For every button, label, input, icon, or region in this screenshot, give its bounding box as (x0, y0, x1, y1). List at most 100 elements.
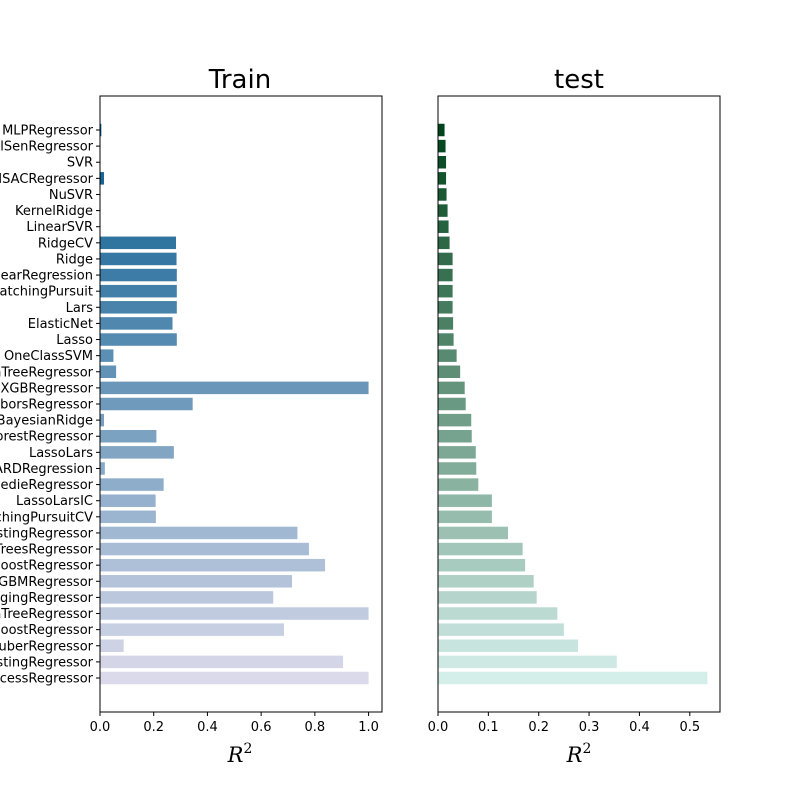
test-x-tick-label: 0.2 (528, 720, 549, 735)
train-y-tick-label: DecisionTreeRegressor (0, 365, 94, 380)
train-y-tick-label: GaussianProcessRegressor (0, 672, 94, 687)
train-y-tick-label: Lasso (56, 333, 93, 348)
test-bar (438, 575, 534, 588)
test-bar (438, 381, 465, 395)
test-bar (438, 462, 477, 475)
train-bar (100, 446, 174, 459)
train-bar (100, 284, 177, 298)
train-y-tick-label: HistGradientBoostingRegressor (0, 655, 94, 670)
test-bar (438, 204, 448, 217)
test-bar (438, 252, 453, 266)
train-y-tick-label: GradientBoostingRegressor (0, 526, 94, 541)
train-bar (100, 558, 326, 572)
test-bar (438, 671, 708, 685)
train-y-ticks: MLPRegressorTheilSenRegressorSVRRANSACRe… (0, 124, 100, 687)
test-bar (438, 526, 508, 540)
train-x-tick-label: 0.6 (251, 720, 272, 735)
train-bar (100, 671, 369, 685)
train-bar (100, 510, 156, 524)
train-y-tick-label: ExtraTreeRegressor (0, 607, 94, 622)
train-y-tick-label: AdaBoostRegressor (0, 559, 94, 574)
train-y-tick-label: RandomForestRegressor (0, 430, 94, 445)
test-bar (438, 397, 466, 411)
train-bar (100, 639, 124, 653)
train-bar (100, 301, 177, 314)
test-bar (438, 478, 479, 491)
train-y-tick-label: LinearRegression (0, 269, 93, 284)
test-x-tick-label: 0.3 (579, 720, 600, 735)
test-bar (438, 333, 454, 346)
train-y-tick-label: ElasticNet (28, 317, 93, 332)
train-y-tick-label: XGBRegressor (1, 381, 94, 396)
test-bar (438, 365, 461, 379)
train-y-tick-label: OrthogonalMatchingPursuit (0, 285, 93, 300)
train-bar (100, 236, 177, 250)
test-x-ticks: 0.0 0.1 0.2 0.3 0.4 0.5 (428, 712, 700, 735)
train-bars (100, 123, 369, 685)
train-y-tick-label: OneClassSVM (4, 349, 93, 364)
train-y-tick-label: Ridge (56, 252, 93, 267)
test-title: test (554, 65, 604, 95)
test-bar (438, 623, 564, 636)
test-axes-frame (437, 95, 721, 713)
train-y-tick-label: RANSACRegressor (0, 172, 94, 187)
train-bar (100, 655, 344, 669)
train-bar (100, 123, 102, 137)
train-x-tick-label: 0.8 (305, 720, 326, 735)
train-bar (100, 365, 117, 379)
train-y-tick-label: LassoLarsIC (16, 494, 93, 509)
train-y-tick-label: HuberRegressor (0, 639, 94, 654)
train-y-tick-label: ARDRegression (0, 462, 93, 477)
test-bar (438, 123, 445, 137)
test-bar (438, 236, 450, 250)
train-y-tick-label: BayesianRidge (0, 414, 93, 429)
test-x-tick-label: 0.1 (478, 720, 499, 735)
train-bar (100, 478, 164, 491)
train-x-tick-label: 0.0 (90, 720, 111, 735)
train-y-tick-label: KNeighborsRegressor (0, 398, 94, 413)
train-y-tick-label: KernelRidge (15, 204, 93, 219)
train-bar (100, 542, 309, 556)
train-bar (100, 381, 369, 395)
train-y-tick-label: RidgeCV (38, 236, 93, 251)
test-bar (438, 349, 457, 362)
test-bar (438, 591, 537, 604)
train-y-tick-label: ExtraTreesRegressor (0, 543, 94, 558)
test-x-axis-label: R2 (566, 741, 592, 767)
train-title: Train (208, 65, 271, 95)
train-bar (100, 591, 274, 604)
train-bar (100, 575, 293, 588)
test-bar (438, 494, 492, 507)
train-axes-frame (99, 95, 383, 713)
test-bar (438, 301, 453, 314)
train-y-tick-label: LassoLars (29, 446, 93, 461)
train-panel: Train MLPRegressorTheilSenRegressorSVRRA… (0, 65, 383, 767)
train-bar (100, 172, 105, 185)
train-bar (100, 413, 105, 427)
test-bar (438, 446, 476, 459)
train-y-tick-label: OrthogonalMatchingPursuitCV (0, 510, 93, 525)
train-y-tick-label: MLPRegressor (2, 124, 94, 139)
train-x-axis-label: R2 (227, 741, 253, 767)
test-bar (438, 139, 446, 153)
train-bar (100, 333, 177, 346)
train-bar (100, 317, 173, 330)
test-bar (438, 510, 492, 524)
train-y-tick-label: SVR (67, 156, 93, 171)
test-bars (438, 123, 708, 685)
test-bar (438, 268, 453, 282)
test-bar (438, 429, 472, 443)
train-bar (100, 397, 193, 411)
train-bar (100, 252, 177, 266)
train-y-tick-label: Lars (66, 301, 94, 316)
test-bar (438, 284, 453, 298)
train-bar (100, 607, 369, 620)
test-bar (438, 220, 449, 233)
train-bar (100, 429, 157, 443)
train-bar (100, 494, 156, 507)
test-bar (438, 155, 447, 169)
test-bar (438, 655, 617, 669)
train-y-tick-label: LinearSVR (26, 220, 93, 235)
train-y-tick-label: BaggingRegressor (0, 591, 94, 606)
